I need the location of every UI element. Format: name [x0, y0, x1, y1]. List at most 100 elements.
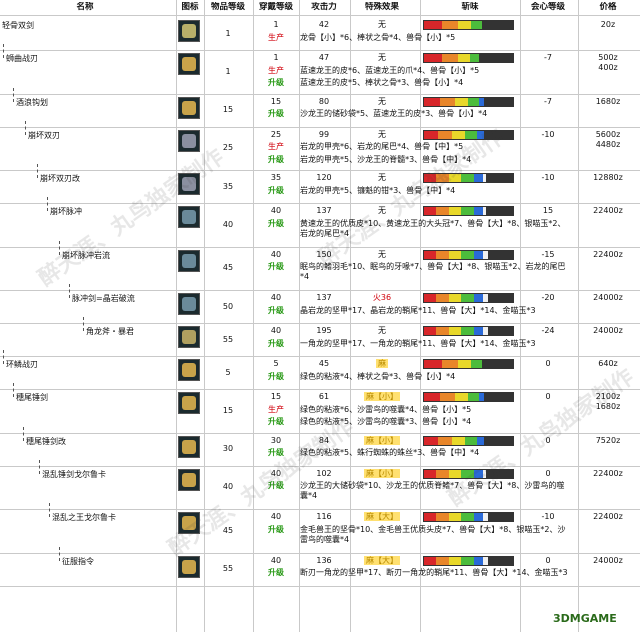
affinity-value: 0 [545, 555, 551, 565]
sharpness-segment [448, 250, 462, 259]
sharpness-segment [448, 556, 462, 565]
recipe-type: 升级 [268, 262, 284, 271]
header-price: 价格 [599, 2, 617, 12]
attack-value: 102 [316, 468, 332, 478]
rarity-value: 55 [222, 334, 234, 344]
sharpness-bar [423, 326, 514, 336]
sharpness-segment [482, 469, 487, 478]
sharpness-segment [448, 469, 462, 478]
affinity-value: -20 [541, 293, 555, 302]
affinity-value: -7 [544, 53, 552, 62]
special-effect-text: 麻【大】 [364, 512, 400, 521]
weapon-icon [178, 173, 200, 195]
rarity-value: 5 [225, 367, 231, 377]
weapon-icon [178, 468, 200, 491]
special-effect: 麻【大】 [350, 512, 414, 522]
affinity-value: -15 [541, 249, 555, 259]
sharpness-segment [457, 21, 472, 29]
rarity-value: 25 [222, 143, 234, 153]
sharpness-segment [440, 97, 456, 106]
special-effect-text: 麻【小】 [364, 435, 400, 445]
row-divider [0, 432, 640, 434]
sharpness-segment [473, 294, 483, 302]
recipe-type: 生产 [268, 404, 284, 414]
sharpness-segment [479, 393, 485, 401]
tree-connector [39, 459, 40, 474]
rarity-value: 45 [222, 525, 234, 535]
affinity-value: 15 [542, 206, 554, 215]
row-divider [0, 389, 640, 390]
materials: 绿色的粘液*5、蛛行蜘蛛的蛛丝*3、兽骨【中】*4 [300, 448, 480, 457]
special-effect-text: 麻【小】 [364, 468, 400, 478]
sharpness-segment [424, 54, 442, 62]
tree-connector [13, 87, 14, 102]
row-divider [0, 465, 640, 467]
materials: 绿色的粘液*6、沙雷鸟的噬囊*4、兽骨【小】*5 [300, 404, 472, 414]
special-effect-text: 无 [378, 53, 386, 62]
sharpness-bar [423, 468, 514, 479]
attack-value: 84 [318, 435, 330, 445]
tree-connector [13, 383, 14, 397]
attack-value: 120 [316, 173, 332, 182]
recipe-type: 生产 [268, 142, 284, 151]
attack-value: 195 [316, 326, 332, 335]
affinity-value: 0 [545, 392, 551, 401]
sharpness-segment [436, 207, 449, 215]
weapon-icon [178, 249, 200, 272]
sharpness-segment [457, 54, 471, 62]
sharpness-segment [452, 436, 465, 445]
sharpness-segment [424, 513, 437, 521]
rarity-value: 45 [222, 263, 234, 273]
affinity-value: 0 [545, 468, 551, 478]
special-effect: 无 [350, 97, 414, 107]
dual-blades-icon [182, 297, 196, 311]
weapon-icon [178, 512, 200, 534]
special-effect: 无 [350, 130, 414, 140]
affinity-value: -10 [541, 129, 555, 139]
price-value: 22400z [593, 512, 623, 521]
weapon-name: 蛳曲战刃 [6, 54, 38, 63]
weapon-name: 环鳞战刃 [6, 360, 38, 369]
materials: 沙龙王的储砂袋*5、蓝速龙王的皮*3、兽骨【小】*4 [300, 109, 488, 118]
sharpness-segment [473, 556, 483, 565]
hr-value: 1 [273, 53, 279, 62]
weapon-name: 角龙斧・暴君 [86, 327, 134, 336]
affinity-value: -10 [541, 173, 555, 182]
sharpness-segment [482, 513, 489, 521]
hr-value: 40 [270, 468, 282, 478]
sharpness-segment [470, 54, 480, 62]
row-divider [0, 323, 640, 324]
tree-connector [37, 164, 38, 178]
sharpness-segment [424, 97, 441, 106]
special-effect: 无 [350, 173, 414, 183]
sharpness-segment [424, 207, 437, 215]
sharpness-bar [423, 359, 514, 369]
sharpness-segment [461, 174, 474, 182]
hr-value: 40 [270, 555, 282, 565]
materials: 沙龙王的大储砂袋*10、沙龙王的优质脊鳍*7、兽骨【大】*8、沙雷鸟的噬囊*4 [300, 481, 565, 500]
materials: 蓝速龙王的皮*5、棒状之骨*3、兽骨【小】*4 [300, 78, 464, 87]
dual-blades-icon [182, 210, 196, 224]
sharpness-bar [423, 53, 514, 63]
price-value: 20z [600, 20, 616, 29]
sharpness-segment [473, 174, 483, 182]
rarity-value: 35 [222, 181, 234, 191]
sharpness-segment [448, 513, 462, 521]
sharpness-segment [436, 513, 449, 521]
sharpness-segment [424, 294, 437, 302]
special-effect: 麻【大】 [350, 555, 414, 566]
sharpness-segment [448, 207, 462, 215]
row-divider [0, 126, 640, 128]
materials: 晶岩龙的坚甲*17、晶岩龙的鞘尾*11、兽骨【大】*14、金喵玉*3 [300, 305, 536, 315]
weapon-name: 穗尾锤剑改 [26, 436, 66, 446]
sharpness-segment [482, 556, 489, 565]
weapon-icon [178, 555, 200, 578]
special-effect: 火36 [350, 293, 414, 303]
sharpness-segment [438, 436, 453, 445]
special-effect-text: 无 [378, 96, 386, 106]
column-divider [520, 0, 521, 632]
sharpness-segment [473, 513, 483, 521]
recipe-type: 升级 [268, 371, 284, 381]
sharpness-segment [424, 21, 442, 29]
header-icon: 图标 [181, 2, 199, 12]
